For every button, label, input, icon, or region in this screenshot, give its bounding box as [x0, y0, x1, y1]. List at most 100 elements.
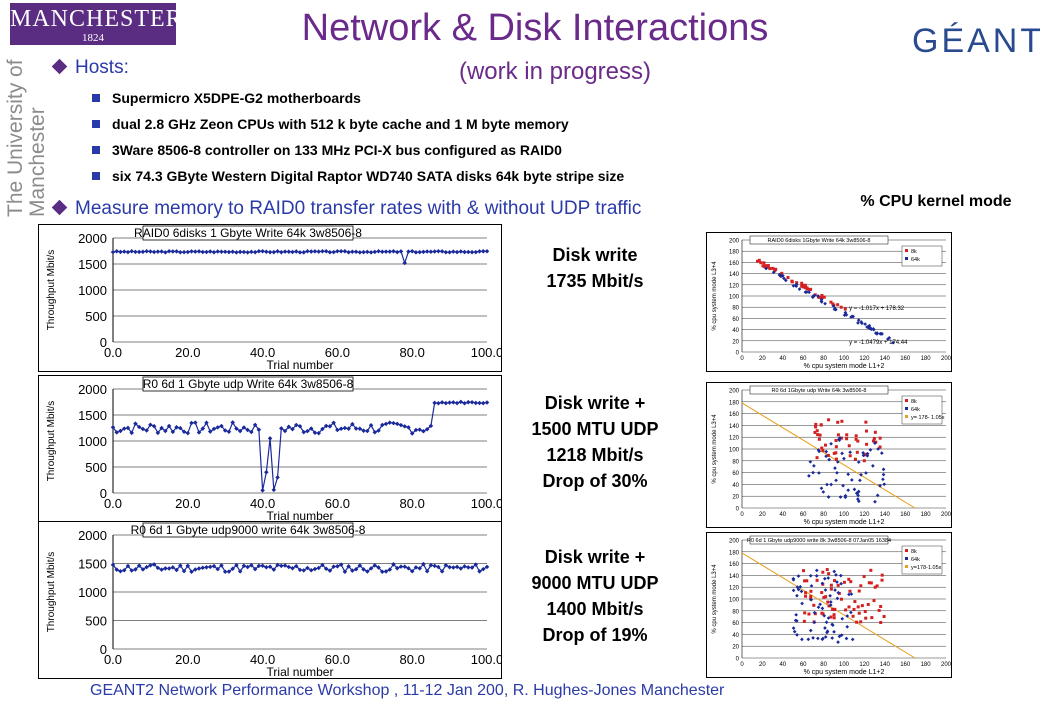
data-point: [279, 426, 284, 431]
data-point: [245, 250, 250, 255]
data-point: [814, 568, 819, 573]
data-point: [818, 433, 822, 437]
data-point: [849, 610, 853, 615]
data-point: [301, 429, 307, 435]
data-point: [794, 282, 799, 287]
chart-title: R0 6d 1 Gbyte udp9000 write 8k 3w8506-8 …: [747, 538, 891, 544]
data-point: [852, 607, 856, 611]
data-point: [804, 594, 808, 598]
data-point: [822, 295, 826, 299]
data-point: [821, 449, 825, 453]
data-point: [879, 604, 883, 608]
data-point: [818, 295, 822, 299]
y-axis-label: Throughput Mbit/s: [46, 250, 57, 331]
chart-title-box: [142, 225, 354, 241]
host-item: six 74.3 GByte Western Digital Raptor WD…: [92, 168, 624, 184]
data-point: [881, 467, 886, 472]
y-tick-label: 160: [729, 412, 740, 418]
data-point: [852, 487, 857, 492]
data-point: [836, 640, 840, 644]
data-point: [829, 482, 833, 487]
data-point: [864, 429, 868, 433]
chart-title-box: [749, 535, 889, 545]
legend-label: 8k: [911, 399, 917, 405]
cpu-kernel-label: % CPU kernel mode: [860, 193, 1012, 210]
data-point: [814, 422, 818, 426]
chart-frame: [38, 521, 502, 679]
x-tick-label: 40.0: [250, 496, 275, 511]
data-point: [849, 315, 853, 319]
y-tick-label: 180: [729, 400, 740, 406]
data-point: [766, 264, 770, 268]
x-tick-label: 100.0: [471, 652, 502, 667]
chart-title-box: [142, 376, 354, 392]
y-tick-label: 0: [100, 486, 107, 501]
data-point: [361, 249, 366, 255]
data-point: [853, 457, 857, 461]
data-point: [845, 433, 849, 437]
data-point: [200, 565, 206, 570]
x-tick-label: 40: [779, 356, 786, 362]
data-point: [207, 564, 213, 570]
data-point: [878, 445, 882, 449]
x-tick-label: 40.0: [250, 652, 275, 667]
x-axis-label: Trial number: [267, 665, 334, 679]
data-point: [809, 594, 813, 598]
data-point: [815, 578, 819, 582]
x-tick-label: 200: [941, 662, 952, 668]
data-point: [882, 615, 886, 619]
chart-title: RAID0 6disks 1 Gbyte Write 64k 3w8506-8: [134, 226, 362, 240]
data-point: [125, 425, 131, 431]
x-tick-label: 200: [941, 356, 952, 362]
square-bullet-icon: [92, 172, 100, 180]
data-point: [856, 605, 860, 609]
data-point: [860, 604, 864, 608]
legend-label: 64k: [911, 257, 920, 263]
data-point: [827, 604, 831, 608]
square-bullet-icon: [92, 94, 100, 102]
diamond-bullet-icon: [51, 58, 68, 75]
data-point: [844, 608, 848, 612]
data-point: [832, 579, 836, 583]
data-point: [856, 318, 861, 322]
data-point: [413, 427, 419, 433]
data-point: [267, 249, 273, 255]
data-point: [791, 283, 796, 288]
data-point: [829, 587, 833, 591]
x-axis-label: Trial number: [267, 509, 334, 523]
data-point: [795, 281, 799, 285]
data-point: [803, 579, 807, 583]
legend-label: 8k: [911, 549, 917, 555]
x-tick-label: 0.0: [104, 652, 122, 667]
legend-label: 64k: [911, 407, 920, 413]
throughput-chart-disk-write: 0 500 1000 1500 2000 0.0 20.0 40.0 60.0 80.0 100.0…: [38, 224, 502, 372]
x-tick-label: 100.0: [471, 345, 502, 360]
data-point: [380, 422, 385, 428]
y-tick-label: 200: [729, 389, 740, 395]
data-point: [873, 430, 877, 434]
x-tick-label: 0: [740, 512, 744, 518]
data-point: [839, 305, 843, 309]
data-point: [230, 420, 235, 425]
data-point: [256, 248, 262, 254]
data-point: [114, 430, 120, 435]
data-point: [820, 591, 824, 595]
y-tick-label: 0: [100, 335, 107, 350]
data-point: [827, 418, 831, 422]
data-point: [843, 493, 848, 498]
data-point: [834, 451, 838, 455]
data-point: [814, 425, 818, 429]
data-point: [383, 421, 389, 427]
data-point: [800, 284, 804, 288]
y-tick-label: 40: [732, 633, 739, 639]
chart-title: R0 6d 1Gbyte udp Write 64k 3w8506-8: [772, 388, 867, 394]
cpu-scatter-disk-write: 0 20 40 60 80 100 120 140 160 180 200 0 20 40 60 80 100 1…: [706, 232, 952, 372]
data-point: [863, 610, 867, 614]
data-point: [855, 450, 859, 454]
y-tick-label: 0: [736, 657, 740, 663]
data-point: [484, 564, 490, 570]
x-tick-label: 180: [921, 662, 932, 668]
data-point: [368, 422, 374, 428]
x-tick-label: 180: [921, 512, 932, 518]
data-point: [864, 616, 868, 620]
